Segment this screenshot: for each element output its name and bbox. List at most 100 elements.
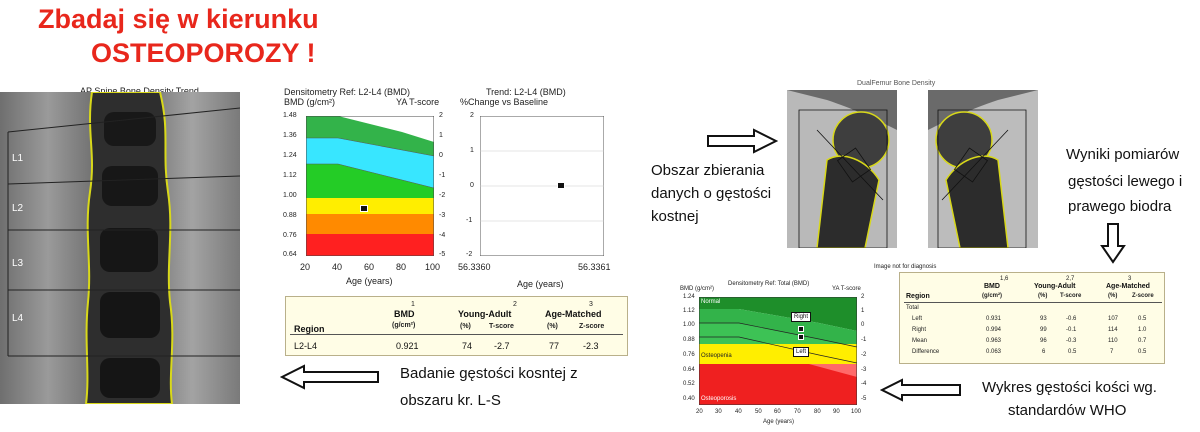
- trend-y-tick: -2: [466, 251, 473, 258]
- spine-bmd-patient-marker: [360, 205, 368, 212]
- hip-row-region: Right: [912, 327, 927, 333]
- spine-bmd-y-tick: 1.24: [283, 152, 297, 159]
- hip-table-note: Image not for diagnosis: [874, 264, 937, 270]
- hip-y-tick: 0.76: [683, 352, 695, 358]
- hip-x-tick: 70: [794, 409, 801, 415]
- caption-area-line-1: Obszar zbierania: [651, 162, 765, 179]
- caption-who-line-1: Wykres gęstości kości wg.: [982, 379, 1157, 396]
- caption-spine-line-1: Badanie gęstości kosntej z: [400, 365, 578, 382]
- hip-zone-osteopenia: Osteopenia: [701, 353, 732, 359]
- trend-x-tick: 56.3361: [578, 262, 611, 272]
- arrow-right-icon: [706, 128, 779, 154]
- spine-bmd-t-tick: -5: [439, 251, 446, 258]
- hip-header-zscore: Z-score: [1132, 293, 1154, 299]
- trend-y-tick: 0: [470, 182, 474, 189]
- trend-x-label: Age (years): [517, 279, 564, 289]
- trend-y-label: %Change vs Baseline: [460, 97, 549, 107]
- spine-header-bmd: BMD: [394, 309, 415, 319]
- trend-x-tick: 56.3360: [458, 262, 491, 272]
- hip-y-tick: 0.52: [683, 381, 695, 387]
- hip-x-tick: 80: [814, 409, 821, 415]
- spine-header-tscore: T-score: [489, 323, 514, 330]
- hip-results-table: 1,6 2,7 3 BMD (g/cm²) Young-Adult Age-Ma…: [899, 272, 1165, 364]
- hip-x-tick: 100: [851, 409, 862, 415]
- hip-header-tscore: T-score: [1060, 293, 1082, 299]
- hip-t-tick: -5: [861, 396, 867, 402]
- hip-row-bmd: 0.063: [986, 349, 1002, 355]
- hip-header-age-matched: Age-Matched: [1106, 283, 1150, 290]
- hip-row-bmd: 0.931: [986, 316, 1002, 322]
- hip-y-tick: 1.12: [683, 308, 695, 314]
- hip-y-tick: 1.00: [683, 322, 695, 328]
- hip-y-tick: 0.88: [683, 337, 695, 343]
- headline-line-2: OSTEOPOROZY !: [91, 38, 316, 68]
- trend-patient-marker: [557, 182, 565, 189]
- spine-bmd-t-tick: 2: [439, 112, 443, 119]
- hip-row-zscore: 1.0: [1138, 327, 1147, 333]
- spine-row-ya-pct: 74: [462, 341, 473, 351]
- hip-marker-left-label: Left: [793, 347, 810, 357]
- spine-bmd-y-tick: 1.36: [283, 132, 297, 139]
- spine-bmd-y-label: BMD (g/cm²): [284, 97, 335, 107]
- hip-chart-title: Densitometry Ref: Total (BMD): [728, 281, 810, 287]
- spine-header-young-adult: Young-Adult: [458, 309, 512, 319]
- hip-row-zscore: 0.7: [1138, 338, 1147, 344]
- hip-t-tick: -3: [861, 367, 867, 373]
- spine-bmd-y-tick: 1.48: [283, 112, 297, 119]
- trend-y-tick: 1: [470, 147, 474, 154]
- hip-row-tscore: 0.5: [1068, 349, 1077, 355]
- hip-row-region: Difference: [912, 349, 940, 355]
- spine-bmd-y-tick: 0.64: [283, 251, 297, 258]
- hip-header-bmd: BMD: [984, 283, 1000, 290]
- spine-bmd-y-tick: 1.00: [283, 192, 297, 199]
- spine-bmd-x-tick: 100: [425, 262, 441, 272]
- hip-zone-osteoporosis: Osteoporosis: [701, 396, 737, 402]
- arrow-down-icon: [1100, 222, 1126, 264]
- hip-header-pct2: (%): [1108, 293, 1118, 299]
- arrow-left-icon: [279, 364, 380, 390]
- hip-row-zscore: 0.5: [1138, 349, 1147, 355]
- spine-bmd-t-tick: -1: [439, 172, 446, 179]
- spine-bmd-x-tick: 20: [300, 262, 311, 272]
- hip-row-bmd: 0.994: [986, 327, 1002, 333]
- hip-x-tick: 30: [715, 409, 722, 415]
- caption-who-line-2: standardów WHO: [1008, 402, 1127, 419]
- spine-scan-title: AP Spine Bone Density Trend: [80, 86, 199, 96]
- spine-header-pct: (%): [460, 323, 471, 330]
- hip-col-number: 2,7: [1066, 276, 1075, 282]
- trend-y-tick: 2: [470, 112, 474, 119]
- hip-scan-title: DualFemur Bone Density: [857, 80, 936, 87]
- spine-header-bmd-unit: (g/cm²): [392, 322, 416, 329]
- hip-row-bmd: 0.963: [986, 338, 1002, 344]
- spine-bmd-t-label: YA T-score: [396, 97, 440, 107]
- trend-plot: [479, 115, 605, 257]
- spine-row-am-pct: 77: [549, 341, 560, 351]
- hip-header-young-adult: Young-Adult: [1034, 283, 1076, 290]
- hip-t-tick: -4: [861, 381, 867, 387]
- spine-table-divider: [290, 334, 623, 335]
- spine-bmd-t-tick: -3: [439, 212, 446, 219]
- spine-row-bmd: 0.921: [396, 341, 419, 351]
- spine-scan-image: [0, 91, 241, 405]
- hip-header-bmd-unit: (g/cm²): [982, 293, 1002, 299]
- caption-area-line-3: kostnej: [651, 208, 699, 225]
- hip-x-tick: 60: [774, 409, 781, 415]
- spine-header-zscore: Z-score: [579, 323, 605, 330]
- spine-bmd-t-tick: -4: [439, 232, 446, 239]
- hip-header-pct: (%): [1038, 293, 1048, 299]
- hip-y-tick: 0.40: [683, 396, 695, 402]
- hip-y-tick: 1.24: [683, 294, 695, 300]
- spine-bmd-t-tick: -2: [439, 192, 446, 199]
- hip-chart-t-label: YA T-score: [832, 286, 861, 292]
- hip-table-divider: [904, 302, 1162, 303]
- spine-header-region: Region: [294, 324, 325, 334]
- spine-col-number: 2: [513, 301, 517, 308]
- spine-bmd-y-tick: 0.88: [283, 212, 297, 219]
- hip-x-tick: 40: [735, 409, 742, 415]
- hip-row-zscore: 0.5: [1138, 316, 1147, 322]
- spine-bmd-x-label: Age (years): [346, 276, 393, 286]
- hip-row-tscore: -0.6: [1066, 316, 1077, 322]
- hip-row-tscore: -0.1: [1066, 327, 1077, 333]
- spine-bmd-t-tick: 0: [439, 152, 443, 159]
- spine-bmd-x-tick: 40: [332, 262, 343, 272]
